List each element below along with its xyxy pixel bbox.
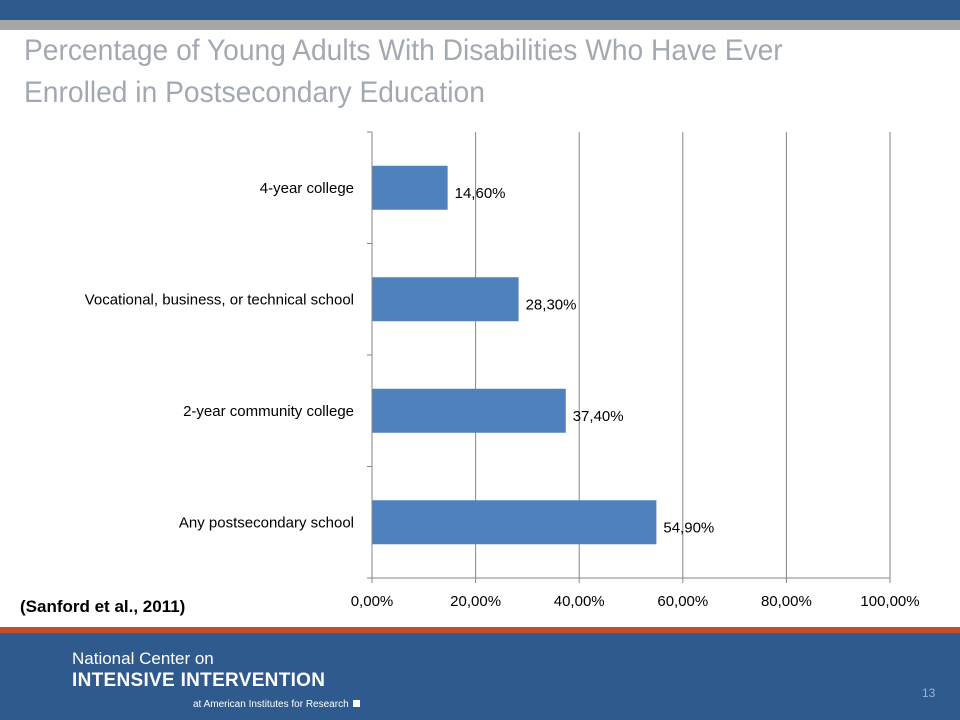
x-tick-label: 40,00%	[554, 593, 605, 610]
category-label: Any postsecondary school	[179, 514, 354, 531]
category-label: 4-year college	[260, 180, 354, 197]
header-bar	[0, 0, 960, 20]
data-label: 37,40%	[573, 408, 624, 425]
org-name-line1: National Center on	[72, 649, 214, 668]
x-tick-label: 0,00%	[351, 593, 394, 610]
x-tick-label: 60,00%	[657, 593, 708, 610]
slide-title: Percentage of Young Adults With Disabili…	[24, 34, 783, 109]
bar	[372, 165, 448, 210]
x-tick-label: 100,00%	[860, 593, 919, 610]
data-label: 28,30%	[526, 296, 577, 313]
category-label: 2-year community college	[183, 403, 354, 420]
bar	[372, 500, 657, 545]
header-band	[0, 0, 960, 30]
footer-band: National Center on INTENSIVE INTERVENTIO…	[0, 633, 960, 720]
data-label: 54,90%	[663, 519, 714, 536]
citation: (Sanford et al., 2011)	[20, 597, 186, 616]
category-label: Vocational, business, or technical schoo…	[85, 291, 354, 308]
bar	[372, 388, 566, 433]
accent-rule	[0, 627, 960, 633]
org-name-line2: INTENSIVE INTERVENTION	[72, 670, 326, 691]
bar	[372, 277, 519, 322]
page-number: 13	[922, 686, 936, 700]
header-stripe	[0, 20, 960, 30]
org-name-line3: at American Institutes for Research	[193, 699, 360, 710]
x-tick-label: 80,00%	[761, 593, 812, 610]
data-label: 14,60%	[455, 185, 506, 202]
square-icon	[352, 700, 360, 707]
org-affiliation: at American Institutes for Research	[193, 699, 349, 710]
x-tick-label: 20,00%	[450, 593, 501, 610]
